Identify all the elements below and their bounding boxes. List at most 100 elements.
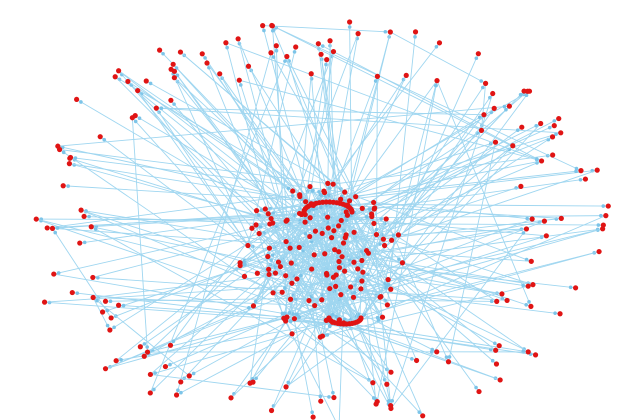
graph-node [279,289,285,295]
graph-node [256,230,262,237]
graph-node [413,357,420,364]
graph-node [245,63,252,69]
edge [286,218,387,222]
edge-arrowhead [102,137,107,142]
edge [328,83,486,319]
edge-arrowhead [290,194,295,198]
graph-node [204,60,210,66]
graph-node [33,216,39,222]
edge-arrowhead [179,390,183,395]
edge-arrowhead [344,218,349,222]
graph-node [436,40,443,46]
edge-arrowhead [283,59,287,63]
graph-node [144,349,151,355]
edge [332,93,494,323]
graph-node [525,283,531,289]
edge-arrowhead [286,186,291,191]
edge-arrowhead [320,44,325,48]
graph-node [475,51,481,57]
graph-node [217,71,223,77]
graph-node [336,249,342,255]
graph-node [336,258,342,265]
graph-node [325,214,331,220]
graph-node [338,292,344,298]
edge-arrowhead [79,100,83,104]
edge-arrowhead [481,85,485,90]
graph-node [332,247,338,253]
edge [80,209,298,280]
graph-node [303,199,309,205]
graph-node [360,269,366,275]
edge [342,203,609,207]
graph-node [237,262,243,269]
edge [149,56,288,394]
edge-arrowhead [373,79,378,83]
edge [351,211,392,290]
edge [91,226,374,384]
graph-node [266,245,273,251]
edge-arrowhead [133,119,138,124]
graph-node [342,268,348,274]
edge-arrowhead [161,51,165,56]
edge-arrowhead [331,224,336,228]
graph-node [557,311,563,317]
edge-arrowhead [258,225,263,229]
edge-arrowhead [397,257,401,261]
edge [93,297,315,307]
edge-arrowhead [515,128,520,132]
graph-node [530,282,536,288]
graph-node [325,225,331,231]
graph-node [171,75,177,81]
edge-arrowhead [318,394,323,398]
edge [371,118,559,217]
edge-arrowhead [535,157,539,161]
edge [256,210,306,223]
edge-arrowhead [386,282,391,287]
edge-arrowhead [254,376,258,381]
edge-arrowhead [430,347,435,352]
graph-node [395,232,402,238]
graph-node [594,167,600,173]
edge [303,210,356,323]
graph-node [340,240,347,246]
graph-node [371,220,377,227]
edge [289,123,541,249]
graph-node [236,77,242,83]
edge-arrowhead [87,214,91,219]
graph-node [445,359,452,365]
edge [72,292,295,320]
edge-arrowhead [518,92,523,97]
edge-arrowhead [152,387,156,392]
edge-arrowhead [108,299,113,304]
edge [57,105,510,147]
edge [239,79,542,162]
graph-node [359,257,365,264]
graph-node [170,61,176,67]
graph-node [55,143,61,149]
graph-node [315,41,321,47]
graph-node [378,294,384,300]
edge-arrowhead [271,28,276,32]
edge [280,230,335,267]
graph-node [309,266,315,272]
graph-node [97,134,103,140]
graph-node [600,226,606,232]
edge-arrowhead [390,399,394,403]
edge [366,250,508,301]
graph-node [293,44,299,50]
edge-arrowhead [521,283,526,288]
edge [225,42,542,162]
graph-node [125,78,131,85]
graph-node [262,206,268,212]
graph-node [307,183,313,190]
edge-arrowhead [291,312,295,316]
graph-node [321,188,327,194]
edge-arrowhead [342,228,346,233]
edge-arrowhead [298,273,303,278]
edge-arrowhead [347,25,352,29]
graph-node [115,302,122,308]
edge [257,272,355,324]
edge-arrowhead [137,116,142,120]
graph-node [519,124,525,130]
